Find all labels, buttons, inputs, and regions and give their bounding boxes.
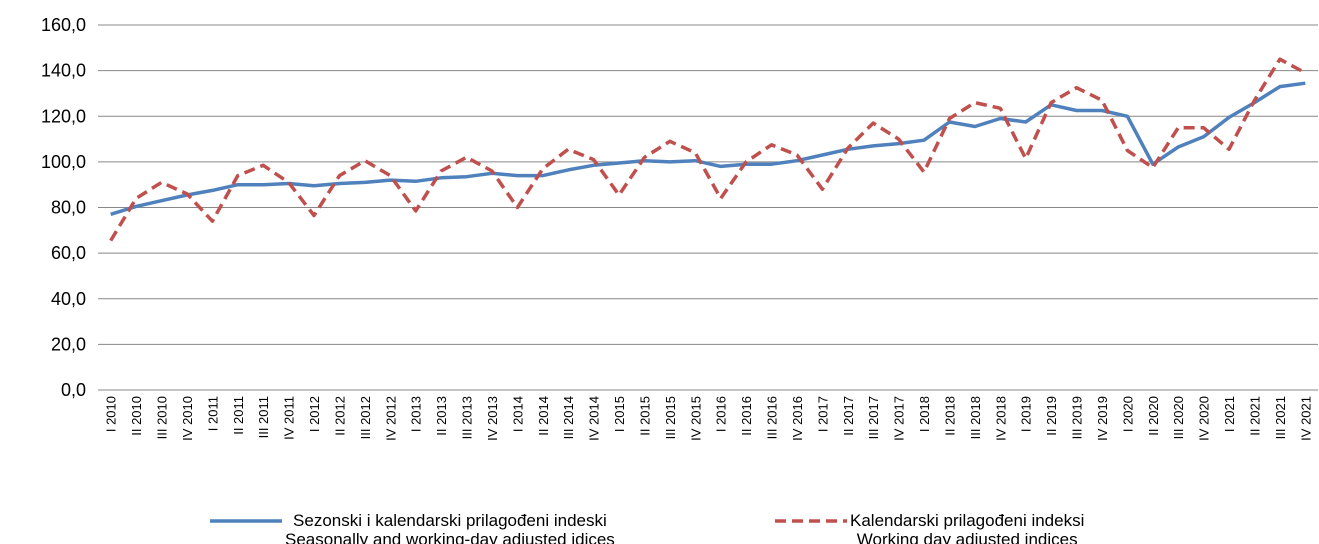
x-tick-label: II 2018 <box>942 396 957 436</box>
x-tick-label: I 2018 <box>917 396 932 432</box>
x-tick-label: IV 2019 <box>1095 396 1110 441</box>
x-tick-label: IV 2013 <box>485 396 500 441</box>
x-tick-label: I 2016 <box>714 396 729 432</box>
x-tick-label: IV 2017 <box>892 396 907 441</box>
chart: 0,0 20,0 40,0 60,0 80,0 100,0 120,0 140,0 160,0 I… <box>41 15 1318 441</box>
y-tick-label: 80,0 <box>51 198 86 218</box>
x-tick-label: IV 2018 <box>993 396 1008 441</box>
legend-swatch <box>775 519 847 523</box>
x-tick-label: IV 2021 <box>1298 396 1313 441</box>
x-tick-label: III 2012 <box>358 396 373 439</box>
series-line <box>109 57 1307 242</box>
x-tick-label: I 2015 <box>612 396 627 432</box>
x-tick-label: III 2013 <box>460 396 475 439</box>
x-tick-label: III 2010 <box>155 396 170 439</box>
x-tick-label: III 2017 <box>866 396 881 439</box>
x-tick-label: I 2017 <box>815 396 830 432</box>
x-tick-label: III 2015 <box>663 396 678 439</box>
x-tick-label: I 2013 <box>409 396 424 432</box>
y-tick-label: 120,0 <box>41 106 86 126</box>
x-tick-label: II 2012 <box>332 396 347 436</box>
x-tick-label: I 2014 <box>510 396 525 432</box>
legend-swatch <box>210 519 282 523</box>
x-tick-label: IV 2015 <box>688 396 703 441</box>
x-tick-label: I 2020 <box>1120 396 1135 432</box>
y-tick-label: 140,0 <box>41 61 86 81</box>
x-tick-label: IV 2011 <box>282 396 297 440</box>
x-tick-label: III 2019 <box>1070 396 1085 439</box>
x-tick-label: II 2021 <box>1247 396 1262 436</box>
x-tick-label: IV 2016 <box>790 396 805 441</box>
x-tick-label: II 2017 <box>841 396 856 436</box>
x-tick-label: I 2011 <box>205 396 220 431</box>
x-tick-label: I 2019 <box>1019 396 1034 432</box>
y-tick-label: 160,0 <box>41 15 86 35</box>
legend-label: Sezonski i kalendarski prilagođeni indes… <box>285 511 615 544</box>
x-tick-label: IV 2012 <box>383 396 398 441</box>
x-tick-label: III 2018 <box>968 396 983 439</box>
x-tick-label: II 2011 <box>231 396 246 435</box>
x-tick-label: III 2021 <box>1273 396 1288 439</box>
x-tick-label: III 2016 <box>765 396 780 439</box>
series-line <box>110 81 1306 216</box>
x-tick-label: II 2013 <box>434 396 449 436</box>
y-tick-label: 100,0 <box>41 152 86 172</box>
x-tick-label: III 2011 <box>256 396 271 438</box>
y-tick-label: 60,0 <box>51 243 86 263</box>
x-tick-label: IV 2014 <box>587 396 602 441</box>
x-tick-label: II 2020 <box>1146 396 1161 436</box>
x-tick-label: I 2012 <box>307 396 322 432</box>
x-tick-label: I 2010 <box>104 396 119 432</box>
x-tick-label: II 2014 <box>536 396 551 436</box>
y-tick-label: 40,0 <box>51 289 86 309</box>
y-tick-label: 20,0 <box>51 334 86 354</box>
x-tick-label: II 2019 <box>1044 396 1059 436</box>
x-tick-label: II 2016 <box>739 396 754 436</box>
legend-label: Kalendarski prilagođeni indeksi Working … <box>850 511 1085 544</box>
x-tick-label: III 2014 <box>561 396 576 439</box>
x-tick-label: II 2015 <box>637 396 652 436</box>
x-tick-label: IV 2010 <box>180 396 195 441</box>
y-tick-label: 0,0 <box>61 380 86 400</box>
x-tick-label: II 2010 <box>129 396 144 436</box>
x-tick-label: III 2020 <box>1171 396 1186 439</box>
x-tick-label: IV 2020 <box>1197 396 1212 441</box>
x-tick-label: I 2021 <box>1222 396 1237 432</box>
